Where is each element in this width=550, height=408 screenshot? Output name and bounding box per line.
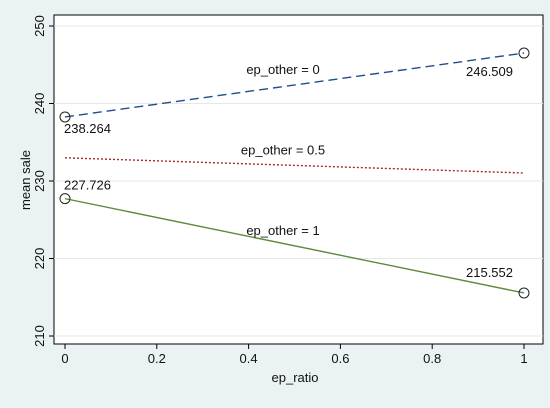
y-tick-label: 250 [32,15,47,37]
data-point-marker [59,193,71,205]
data-point-label: 215.552 [466,265,513,280]
x-tick-label: 0.2 [148,351,166,366]
data-point-label: 246.509 [466,64,513,79]
y-axis-ticks: 210 220 230 240 250 [32,15,54,347]
grid-lines [54,25,543,337]
data-point-marker [59,111,71,123]
data-point-marker [518,47,530,59]
data-point-marker [518,287,530,299]
y-tick-label: 230 [32,170,47,192]
x-tick-label: 0.6 [331,351,349,366]
x-axis-title: ep_ratio [272,370,319,385]
series-name-label: ep_other = 1 [246,223,319,238]
x-tick-label: 0.8 [423,351,441,366]
series-line [64,197,525,294]
data-point-label: 227.726 [64,178,111,193]
series-line [64,52,525,118]
plot-area [53,14,544,345]
series-name-label: ep_other = 0 [246,62,319,77]
x-tick-label: 0 [61,351,68,366]
y-tick-label: 240 [32,93,47,115]
series-lines [64,52,525,294]
series-name-label: ep_other = 0.5 [241,142,325,157]
x-tick-label: 0.4 [240,351,258,366]
y-tick-label: 220 [32,248,47,270]
data-point-label: 238.264 [64,121,111,136]
x-tick-label: 1 [520,351,527,366]
y-axis-title: mean sale [18,150,33,210]
x-axis-ticks: 0 0.2 0.4 0.6 0.8 1 [61,344,528,366]
y-tick-label: 210 [32,325,47,347]
series-line [64,157,525,174]
data-labels: ep_other = 0 238.264 246.509 ep_other = 0.5… [64,62,513,280]
series-markers [59,47,530,299]
